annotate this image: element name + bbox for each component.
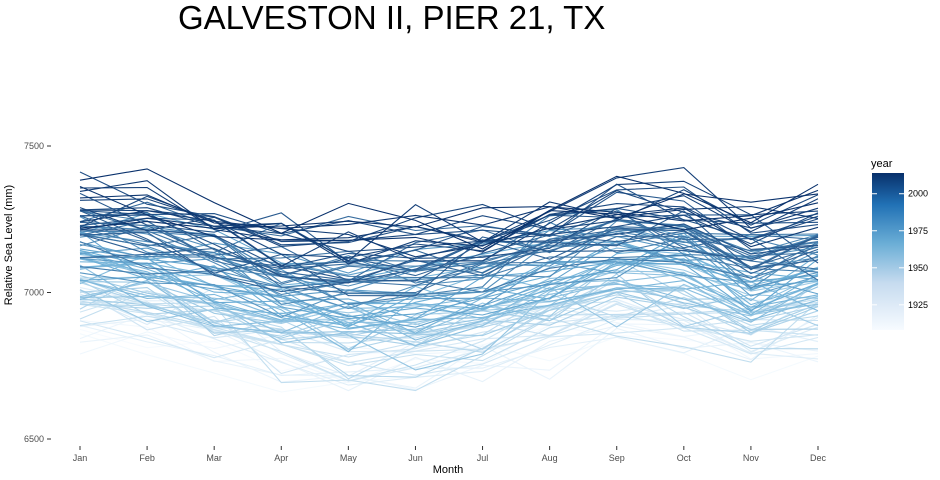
y-tick-label: 6500: [24, 434, 44, 444]
legend-tick-label: 1975: [908, 226, 928, 236]
series-line-1925: [79, 300, 819, 382]
series-line-1983: [79, 241, 819, 293]
series-line-2006: [79, 180, 819, 267]
series-line-1975: [79, 223, 819, 305]
series-line-1936: [79, 292, 819, 350]
legend-ticks: 1925 1950 1975 2000: [872, 189, 928, 310]
series-line-1981: [79, 254, 819, 279]
x-tick-label: May: [340, 453, 358, 463]
series-line-1940: [79, 290, 819, 339]
series-line-1932: [79, 279, 819, 353]
x-axis: Jan Feb Mar Apr May Jun Jul Aug Sep Oct Nov Dec: [73, 446, 827, 463]
series-line-1969: [79, 250, 819, 308]
series-line-1949: [79, 264, 819, 347]
x-tick-label: Apr: [274, 453, 288, 463]
series-line-2014: [79, 168, 819, 250]
series-line-1966: [79, 230, 819, 328]
series-line-1987: [79, 232, 819, 294]
legend-title: year: [871, 158, 893, 170]
x-tick-label: Aug: [542, 453, 558, 463]
x-tick-label: Jan: [73, 453, 88, 463]
legend-colorbar: [872, 173, 904, 330]
series-line-1945: [79, 282, 819, 344]
chart-title: GALVESTON II, PIER 21, TX: [178, 0, 605, 36]
series-line-1991: [79, 211, 819, 281]
series-line-1946: [79, 270, 819, 371]
x-tick-label: Jul: [477, 453, 489, 463]
series-line-1943: [79, 251, 819, 314]
series-line-1910: [79, 333, 819, 393]
series-line-1939: [79, 273, 819, 350]
y-axis-label: Relative Sea Level (mm): [3, 185, 15, 305]
series-line-1922: [79, 320, 819, 376]
series-line-1974: [79, 226, 819, 310]
series-line-1938: [79, 287, 819, 346]
x-tick-label: Feb: [139, 453, 155, 463]
x-tick-label: Nov: [743, 453, 760, 463]
series-line-1947: [79, 279, 819, 335]
series-line-1963: [79, 241, 819, 320]
series-line-2009: [79, 207, 819, 258]
x-tick-label: Jun: [408, 453, 423, 463]
series-line-1999: [79, 207, 819, 284]
y-tick-label: 7500: [24, 141, 44, 151]
series-line-1931: [79, 278, 819, 380]
x-tick-label: Dec: [810, 453, 827, 463]
y-tick-label: 7000: [24, 288, 44, 298]
series-line-1951: [79, 279, 819, 341]
x-tick-label: Sep: [609, 453, 625, 463]
series-line-1944: [79, 289, 819, 332]
legend-tick-label: 2000: [908, 189, 928, 199]
series-line-1998: [79, 223, 819, 269]
series-line-1995: [79, 210, 819, 297]
series-line-2001: [79, 171, 819, 246]
x-tick-label: Oct: [677, 453, 692, 463]
y-axis: 6500 7000 7500: [24, 141, 51, 444]
series-line-1941: [79, 275, 819, 335]
legend-tick-label: 1950: [908, 263, 928, 273]
series-line-1979: [79, 230, 819, 284]
series-lines: [79, 167, 819, 393]
series-line-2007: [79, 195, 819, 265]
series-line-1914: [79, 327, 819, 389]
series-line-1956: [79, 257, 819, 334]
series-line-1916: [79, 324, 819, 377]
legend: year 1925 1950 1975 2000: [871, 158, 928, 330]
series-line-2012: [79, 185, 819, 253]
x-tick-label: Mar: [206, 453, 222, 463]
series-line-2011: [79, 189, 819, 229]
legend-tick-label: 1925: [908, 300, 928, 310]
x-axis-label: Month: [433, 464, 464, 476]
series-line-2013: [79, 193, 819, 229]
